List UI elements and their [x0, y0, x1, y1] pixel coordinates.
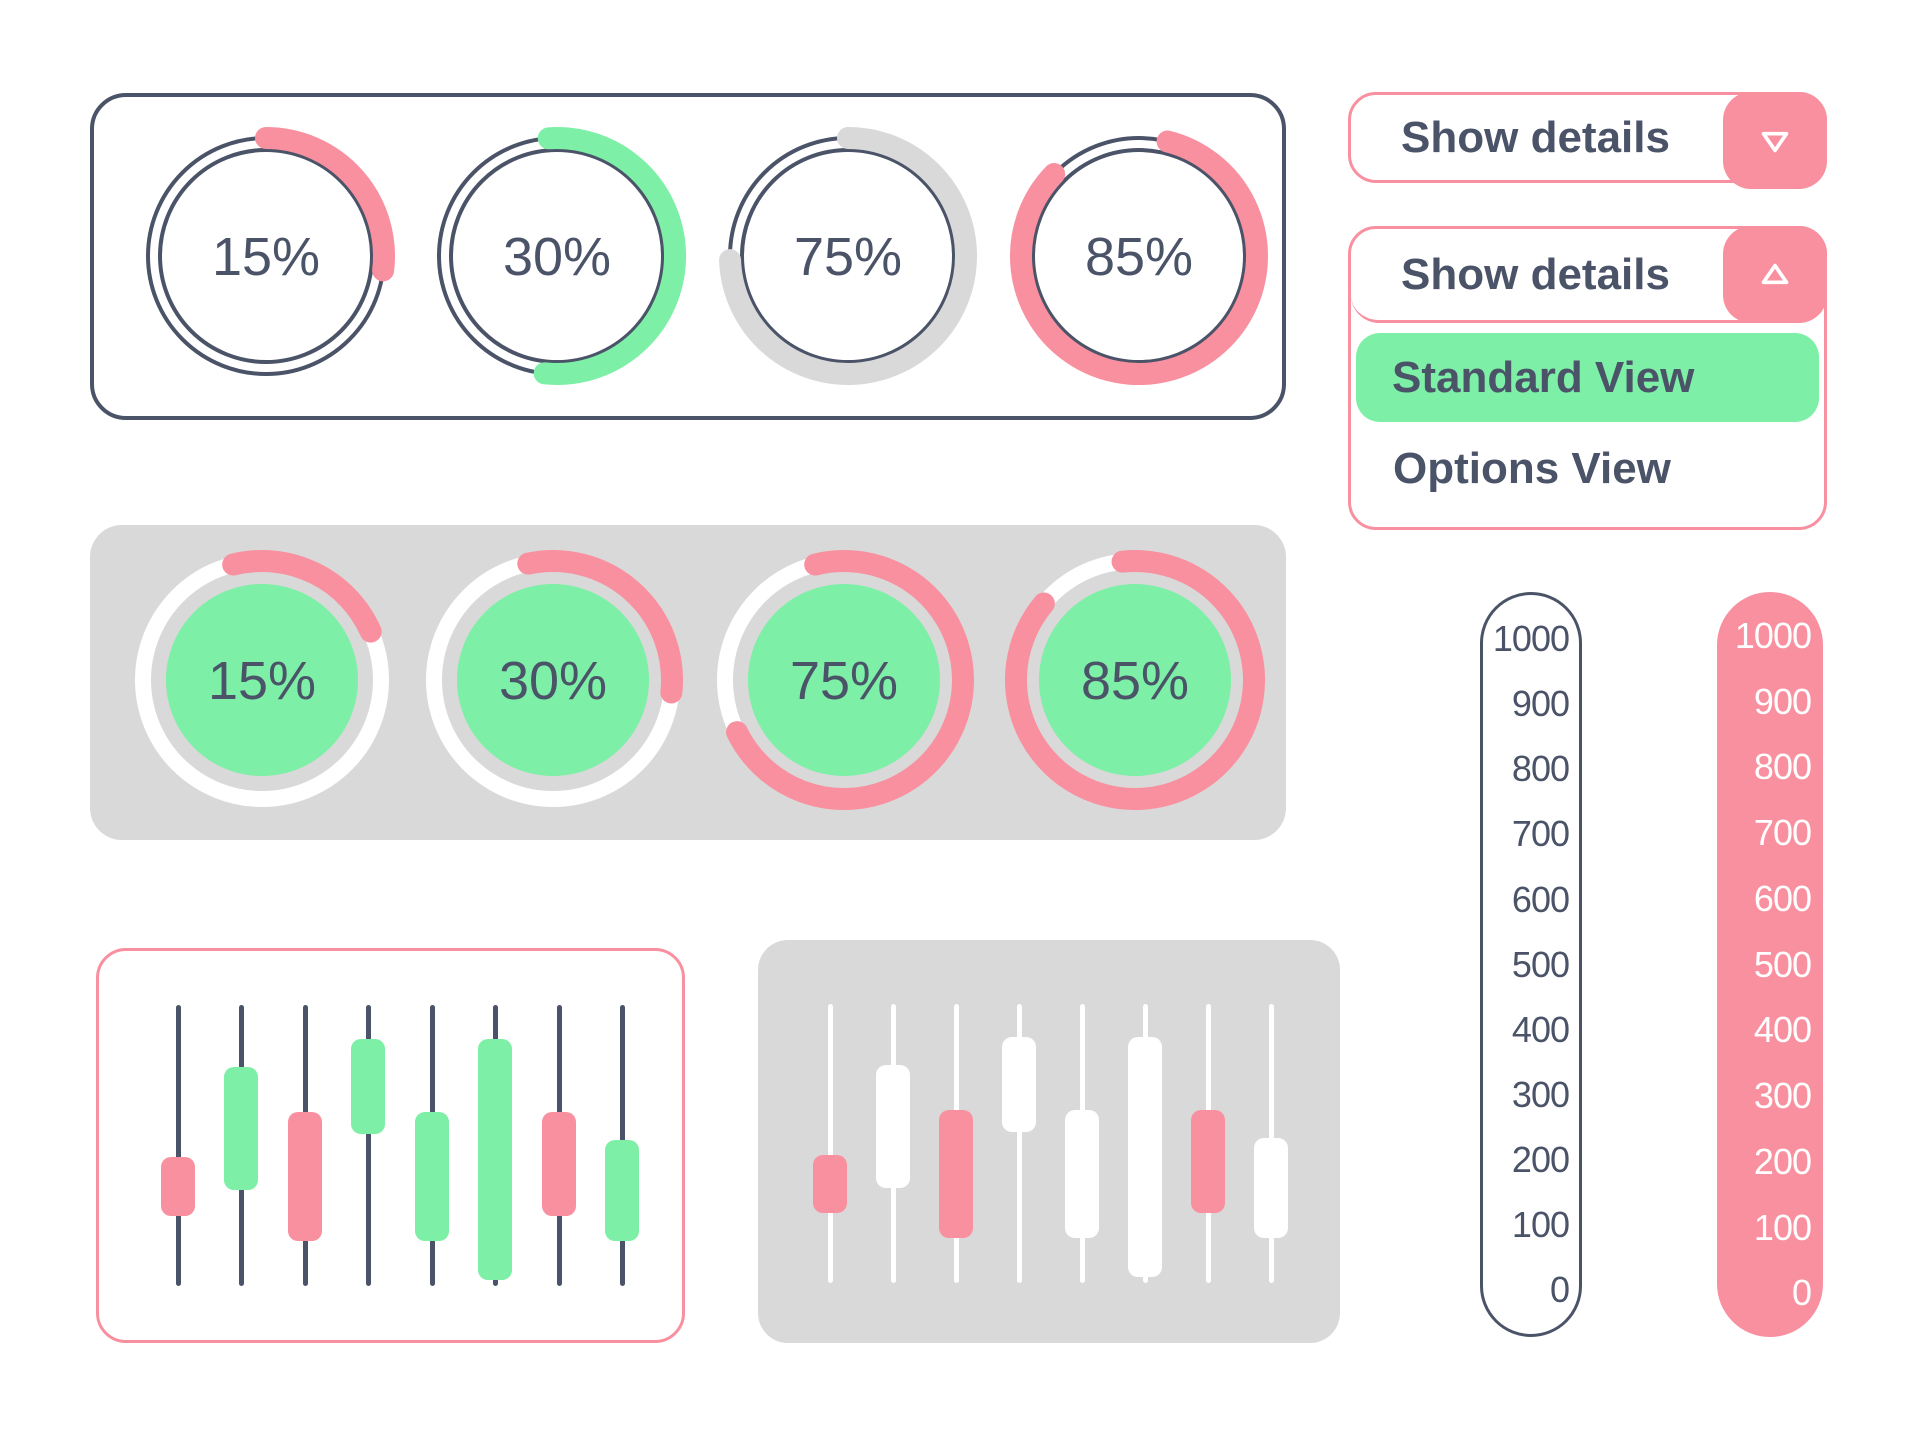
candle-body-4 — [351, 1038, 385, 1135]
candle-body-5 — [1065, 1110, 1099, 1239]
scale-value: 0 — [1791, 1272, 1812, 1314]
scale-value: 1000 — [1492, 618, 1570, 659]
scale-value: 200 — [1753, 1140, 1812, 1182]
dropdown-collapsed[interactable]: Show details — [1348, 92, 1827, 189]
outline-gauge-30%: 30% — [427, 126, 687, 386]
candle-body-3 — [288, 1111, 322, 1242]
gauge-value-label: 85% — [1081, 651, 1189, 711]
gauge-value-label: 30% — [503, 227, 611, 287]
chevron-down-icon — [1761, 131, 1789, 152]
candle-body-8 — [605, 1139, 639, 1242]
dropdown-expanded: Show details Standard View Options View — [1348, 226, 1827, 530]
gauge-value-label: 30% — [499, 651, 607, 711]
dropdown-expanded-header[interactable]: Show details — [1351, 226, 1827, 323]
candle-body-2 — [224, 1066, 258, 1191]
dropdown-collapsed-toggle-button[interactable] — [1723, 92, 1827, 189]
scale-value: 600 — [1753, 877, 1812, 919]
candle-wick — [1016, 1004, 1022, 1283]
outline-gauge-85%: 85% — [1009, 126, 1269, 386]
scale-value: 400 — [1511, 1008, 1570, 1050]
filled-gauge-15%: 15% — [127, 545, 397, 815]
dropdown-option-options-view[interactable]: Options View — [1393, 444, 1671, 493]
filled-gauge-75%: 75% — [709, 545, 979, 815]
candle-wick — [365, 1005, 371, 1286]
filled-candle-chart — [758, 940, 1340, 1343]
candle-body-2 — [876, 1065, 910, 1189]
gauge-value-label: 15% — [208, 651, 316, 711]
scale-value: 800 — [1511, 748, 1570, 790]
candle-body-1 — [813, 1154, 847, 1214]
filled-gauges-panel: 15% 30% 75% 85% — [90, 525, 1286, 840]
candle-wick — [827, 1004, 833, 1283]
scale-value: 900 — [1511, 683, 1570, 725]
gauge-value-label: 15% — [212, 227, 320, 287]
outline-gauge-75%: 75% — [718, 126, 978, 386]
candle-body-7 — [542, 1111, 576, 1216]
scale-value: 900 — [1753, 680, 1812, 722]
dropdown-option-standard-view[interactable]: Standard View — [1356, 333, 1819, 422]
scale-value: 600 — [1511, 878, 1570, 920]
scale-value: 100 — [1511, 1204, 1570, 1246]
scale-value: 800 — [1753, 746, 1812, 788]
candle-body-7 — [1191, 1110, 1225, 1214]
gauge-value-label: 75% — [794, 227, 902, 287]
candle-wick — [175, 1005, 181, 1286]
scale-value: 300 — [1753, 1075, 1812, 1117]
gauge-value-label: 75% — [790, 651, 898, 711]
scale-value: 100 — [1753, 1206, 1812, 1248]
dropdown-expanded-toggle-button[interactable] — [1723, 226, 1827, 323]
scale-value: 300 — [1511, 1073, 1570, 1115]
candle-body-1 — [161, 1156, 195, 1216]
chevron-up-icon — [1761, 263, 1789, 284]
filled-gauge-85%: 85% — [1000, 545, 1270, 815]
candle-body-8 — [1254, 1137, 1288, 1239]
candle-body-3 — [939, 1110, 973, 1239]
value-scale-light: 1000 900 800 700 600 500 400 300 200 100 0 — [1480, 592, 1582, 1337]
outline-gauge-15%: 15% — [136, 126, 396, 386]
dropdown-collapsed-label: Show details — [1401, 112, 1670, 162]
filled-gauge-30%: 30% — [418, 545, 688, 815]
scale-value: 700 — [1753, 812, 1812, 854]
candle-body-5 — [415, 1111, 449, 1242]
scale-value: 500 — [1753, 943, 1812, 985]
outline-gauges-panel: 15% 30% 75% 85% — [90, 93, 1286, 420]
dropdown-expanded-label: Show details — [1401, 249, 1670, 299]
candle-body-4 — [1002, 1037, 1036, 1133]
scale-value: 400 — [1753, 1009, 1812, 1051]
scale-value: 1000 — [1734, 615, 1812, 656]
scale-value: 0 — [1549, 1269, 1570, 1311]
value-scale-pink: 1000 900 800 700 600 500 400 300 200 100 0 — [1717, 592, 1823, 1337]
scale-value: 700 — [1511, 813, 1570, 855]
outline-candle-chart — [96, 948, 685, 1343]
candle-body-6 — [1128, 1037, 1162, 1278]
gauge-value-label: 85% — [1085, 227, 1193, 287]
scale-value: 200 — [1511, 1139, 1570, 1181]
scale-value: 500 — [1511, 943, 1570, 985]
candle-body-6 — [478, 1038, 512, 1281]
